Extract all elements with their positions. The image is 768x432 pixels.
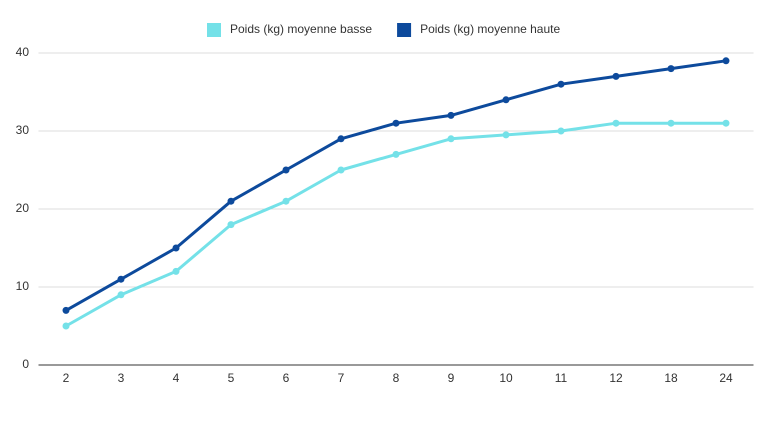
x-tick-label: 10 bbox=[499, 371, 513, 385]
x-tick-label: 11 bbox=[555, 371, 568, 385]
data-point bbox=[502, 96, 510, 104]
data-point bbox=[392, 119, 400, 127]
x-tick-label: 4 bbox=[173, 371, 180, 385]
data-point bbox=[557, 80, 565, 88]
data-point bbox=[117, 291, 125, 299]
data-point bbox=[392, 150, 400, 158]
data-point bbox=[227, 197, 235, 205]
data-point bbox=[447, 135, 455, 143]
x-tick-label: 7 bbox=[338, 371, 345, 385]
data-point bbox=[667, 65, 675, 73]
data-point bbox=[612, 119, 620, 127]
data-point bbox=[62, 322, 70, 330]
legend: Poids (kg) moyenne basse Poids (kg) moyen… bbox=[207, 22, 560, 37]
data-point bbox=[282, 197, 290, 205]
series-line bbox=[65, 59, 727, 312]
x-tick-label: 5 bbox=[228, 371, 235, 385]
data-point bbox=[722, 57, 730, 65]
data-point bbox=[722, 119, 730, 127]
x-tick-label: 3 bbox=[118, 371, 125, 385]
legend-label: Poids (kg) moyenne haute bbox=[420, 22, 560, 36]
x-tick-label: 18 bbox=[664, 371, 678, 385]
data-point bbox=[557, 127, 565, 135]
y-tick-label: 10 bbox=[16, 279, 30, 293]
legend-swatch bbox=[207, 23, 221, 37]
data-point bbox=[612, 72, 620, 80]
data-point bbox=[172, 267, 180, 275]
legend-label: Poids (kg) moyenne basse bbox=[230, 22, 372, 36]
legend-swatch bbox=[397, 23, 412, 37]
y-tick-label: 40 bbox=[16, 45, 30, 59]
x-tick-label: 8 bbox=[393, 371, 400, 385]
data-point bbox=[282, 166, 290, 174]
y-tick-label: 20 bbox=[16, 201, 30, 215]
x-tick-label: 9 bbox=[448, 371, 455, 385]
x-tick-label: 2 bbox=[63, 371, 70, 385]
data-point bbox=[337, 166, 345, 174]
x-tick-label: 6 bbox=[283, 371, 290, 385]
data-point bbox=[172, 244, 180, 252]
data-point bbox=[502, 131, 510, 139]
data-point bbox=[117, 275, 125, 283]
data-point bbox=[447, 111, 455, 119]
data-point bbox=[62, 306, 70, 314]
x-tick-label: 12 bbox=[609, 371, 623, 385]
y-tick-label: 0 bbox=[22, 357, 29, 371]
x-tick-label: 24 bbox=[719, 371, 733, 385]
y-tick-label: 30 bbox=[16, 123, 30, 137]
data-point bbox=[227, 221, 235, 229]
data-point bbox=[667, 119, 675, 127]
data-point bbox=[337, 135, 345, 143]
